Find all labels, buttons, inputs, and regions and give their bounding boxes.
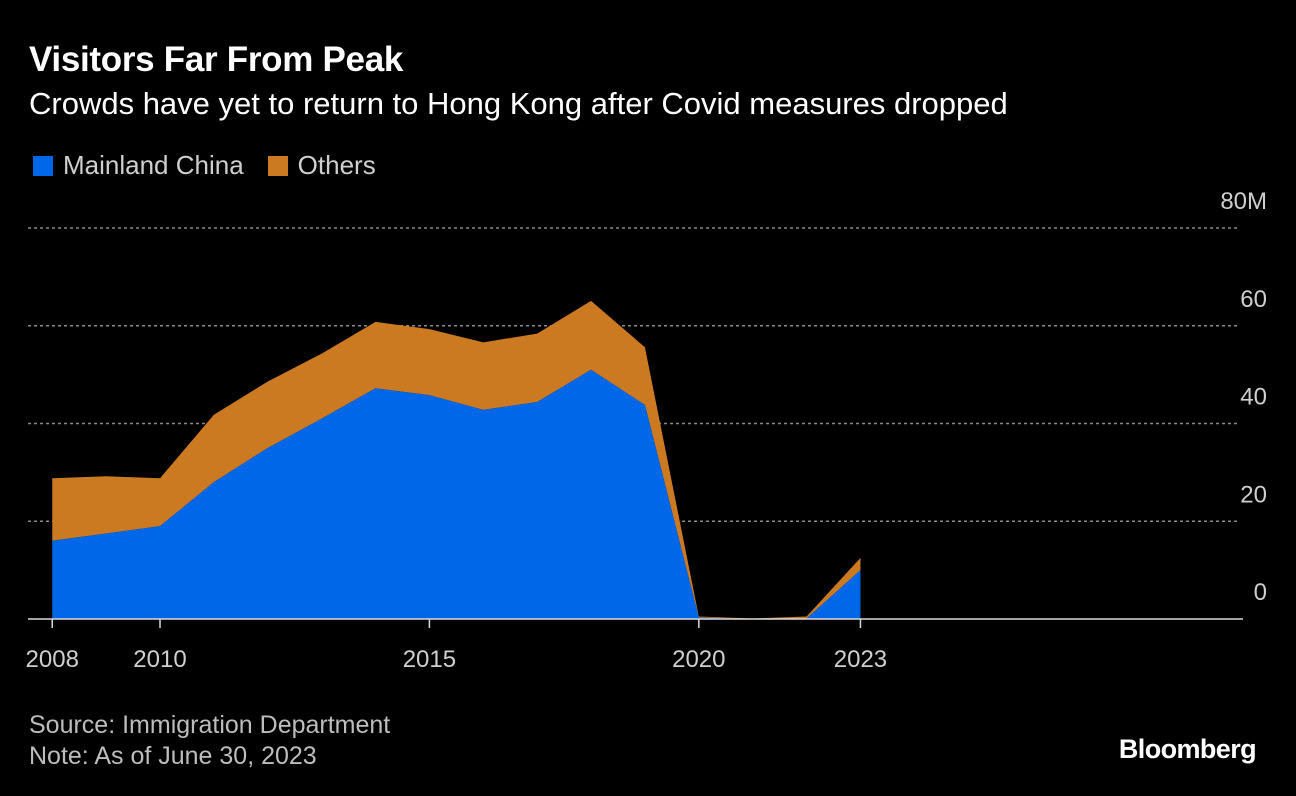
bloomberg-logo: Bloomberg: [1118, 734, 1257, 764]
chart-footer: Source: Immigration Department Note: As …: [29, 710, 390, 772]
x-tick-label-2010: 2010: [133, 646, 186, 673]
x-tick-label-2023: 2023: [834, 646, 887, 673]
y-tick-label-80M: 80M: [1220, 188, 1267, 215]
legend-item-mainland: Mainland China: [33, 150, 244, 181]
y-tick-label-40: 40: [1240, 384, 1267, 411]
x-tick-label-2015: 2015: [403, 646, 456, 673]
y-tick-label-60: 60: [1240, 286, 1267, 313]
y-tick-label-20: 20: [1240, 481, 1267, 508]
chart-legend: Mainland China Others: [33, 150, 400, 181]
legend-swatch-mainland: [33, 155, 53, 176]
legend-item-others: Others: [267, 150, 376, 181]
legend-label-others: Others: [297, 150, 376, 180]
y-tick-label-0: 0: [1254, 579, 1267, 606]
legend-swatch-others: [267, 155, 288, 176]
date-note: Note: As of June 30, 2023: [29, 742, 317, 770]
x-tick-label-2020: 2020: [672, 646, 725, 673]
area-mainland-china: [52, 369, 861, 619]
x-tick-label-2008: 2008: [26, 646, 79, 673]
chart-title: Visitors Far From Peak: [29, 40, 404, 79]
chart-subtitle: Crowds have yet to return to Hong Kong a…: [29, 86, 1008, 121]
area-others: [52, 300, 861, 619]
legend-label-mainland: Mainland China: [63, 150, 244, 180]
source-note: Source: Immigration Department: [29, 711, 391, 739]
